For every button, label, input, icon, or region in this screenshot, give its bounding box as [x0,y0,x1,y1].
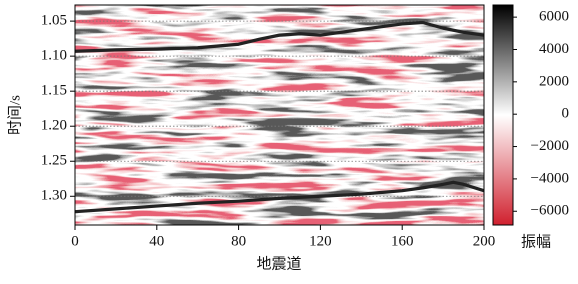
x-axis-label: 地震道 [256,255,301,272]
colorbar-label: 振幅 [521,233,551,250]
y-tick-label: 1.15 [41,83,67,99]
x-tick-label: 80 [231,233,246,249]
colorbar-tick-label: −6000 [531,203,569,219]
x-tick-label: 160 [391,233,414,249]
x-tick-label: 120 [309,233,332,249]
y-tick-label: 1.30 [41,188,67,204]
y-axis-label: 时间/s [6,95,23,135]
y-tick-label: 1.20 [41,118,67,134]
x-tick-label: 200 [473,233,496,249]
chart: 地震道 时间/s 振幅 1.05 1.10 1.15 1.20 1.25 1.30 0 40 8… [0,0,578,279]
colorbar-tick-label: −4000 [531,170,569,186]
y-tick-label: 1.10 [41,48,67,64]
y-tick-label: 1.05 [41,13,67,29]
colorbar [493,5,513,225]
colorbar-tick-label: −2000 [531,138,569,154]
x-tick-label: 40 [149,233,164,249]
colorbar-tick-label: 4000 [539,41,569,57]
x-tick-label: 0 [71,233,79,249]
amplitude-image [75,5,484,225]
colorbar-tick-label: 2000 [539,73,569,89]
y-tick-label: 1.25 [41,153,67,169]
colorbar-tick-label: 6000 [539,9,569,25]
colorbar-tick-label: 0 [562,106,570,122]
